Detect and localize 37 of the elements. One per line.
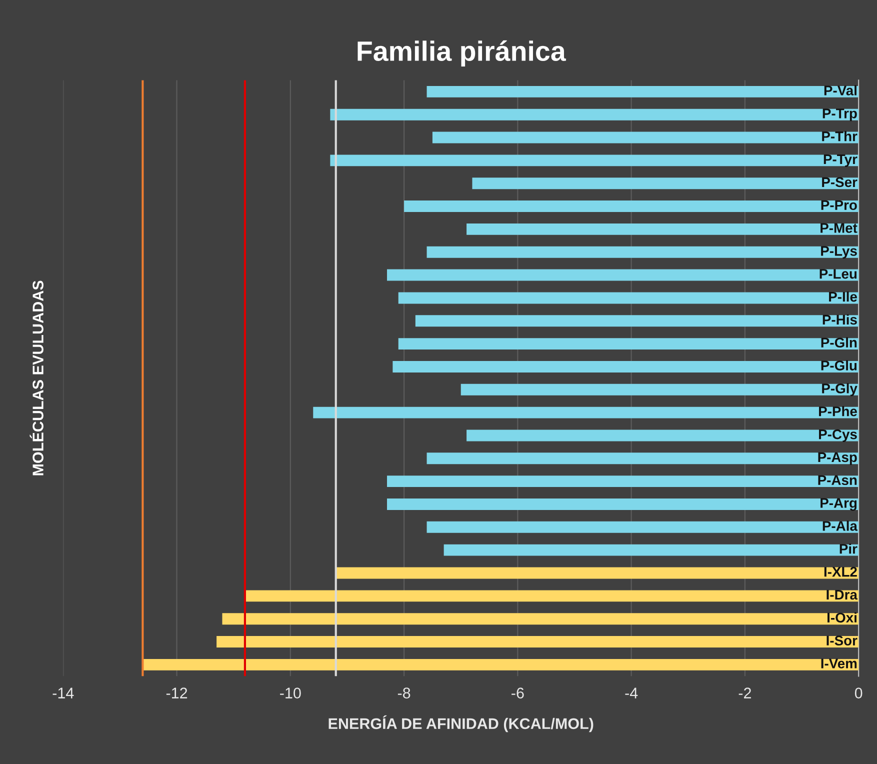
y-tick-label: I-XL2 [824, 566, 857, 577]
y-tick-label: I-Oxi [828, 612, 856, 623]
y-tick-label: P-His [822, 314, 857, 325]
y-tick-label: P-Thr [822, 131, 858, 142]
y-tick-label: P-Ser [822, 177, 858, 188]
x-tick-label: -2 [738, 688, 751, 698]
y-tick-label: P-Ala [822, 520, 858, 531]
y-tick-label: P-Leu [820, 269, 857, 279]
x-tick-label: -14 [52, 688, 74, 698]
y-tick-label: P-Lys [821, 246, 857, 259]
y-tick-label: P-Gln [821, 337, 857, 348]
chart-title: Familia piránica [358, 40, 566, 67]
y-tick-label: I-Sor [826, 636, 858, 646]
x-axis-title: ENERGÍA DE AFINIDAD (KCAL/MOL) [328, 715, 594, 732]
y-axis-title: MOLÉCULAS EVULUADAS [30, 280, 44, 476]
x-tick-label: -12 [166, 688, 188, 698]
y-tick-label: P-Pro [821, 200, 857, 210]
x-tick-label: -6 [512, 688, 524, 698]
y-tick-label: I-Dra [826, 590, 858, 600]
x-tick-label: 0 [854, 688, 862, 698]
y-tick-label: I-Vem [821, 658, 857, 668]
y-tick-label: P-Cys [819, 429, 857, 442]
y-tick-label: P-Trp [822, 108, 857, 122]
y-tick-label: P-Phe [819, 406, 857, 416]
y-tick-label: P-Ile [829, 291, 857, 302]
x-tick-label: -8 [398, 688, 410, 698]
y-tick-label: P-Tyr [824, 154, 858, 167]
y-tick-label: P-Asn [818, 475, 857, 486]
y-tick-label: P-Val [824, 85, 856, 96]
y-tick-label: P-Gly [822, 383, 858, 396]
y-tick-label: P-Glu [821, 360, 857, 370]
x-tick-label: -10 [280, 688, 301, 698]
y-tick-label: Pir [840, 544, 858, 554]
y-tick-label: P-Asp [818, 452, 857, 465]
y-tick-label: P-Arg [820, 498, 857, 511]
y-tick-label: P-Met [820, 223, 858, 233]
x-tick-label: -4 [625, 688, 638, 698]
